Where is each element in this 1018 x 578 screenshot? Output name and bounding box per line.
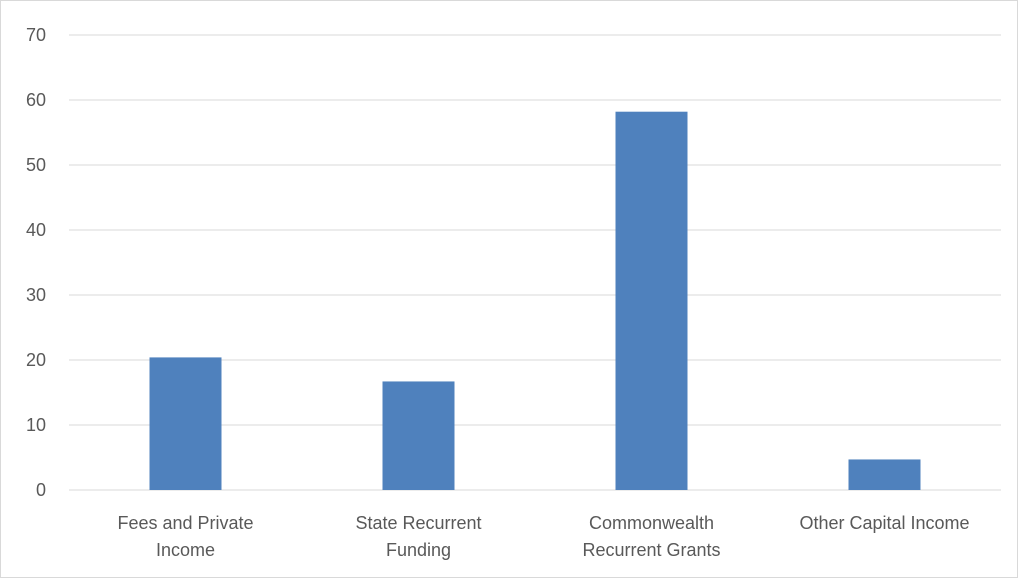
y-tick-label: 0	[36, 480, 46, 500]
bar	[848, 459, 921, 490]
x-axis-category-labels: Fees and Private Income State Recurrent Fun…	[117, 513, 969, 560]
y-tick-label: 60	[26, 90, 46, 110]
x-category-label: State Recurrent	[355, 513, 481, 533]
y-tick-label: 70	[26, 25, 46, 45]
bar	[149, 357, 222, 490]
bar	[615, 111, 688, 490]
y-tick-label: 30	[26, 285, 46, 305]
y-tick-label: 50	[26, 155, 46, 175]
x-category-label: Fees and Private	[117, 513, 253, 533]
x-category-label: Funding	[386, 540, 451, 560]
bar	[382, 381, 455, 490]
y-tick-label: 40	[26, 220, 46, 240]
x-category-label: Other Capital Income	[799, 513, 969, 533]
y-tick-label: 20	[26, 350, 46, 370]
x-category-label: Recurrent Grants	[582, 540, 720, 560]
x-category-label: Income	[156, 540, 215, 560]
gridlines	[69, 34, 1001, 491]
x-category-label: Commonwealth	[589, 513, 714, 533]
bars	[149, 111, 921, 490]
y-axis-tick-labels: 0 10 20 30 40 50 60 70	[26, 25, 46, 500]
y-tick-label: 10	[26, 415, 46, 435]
